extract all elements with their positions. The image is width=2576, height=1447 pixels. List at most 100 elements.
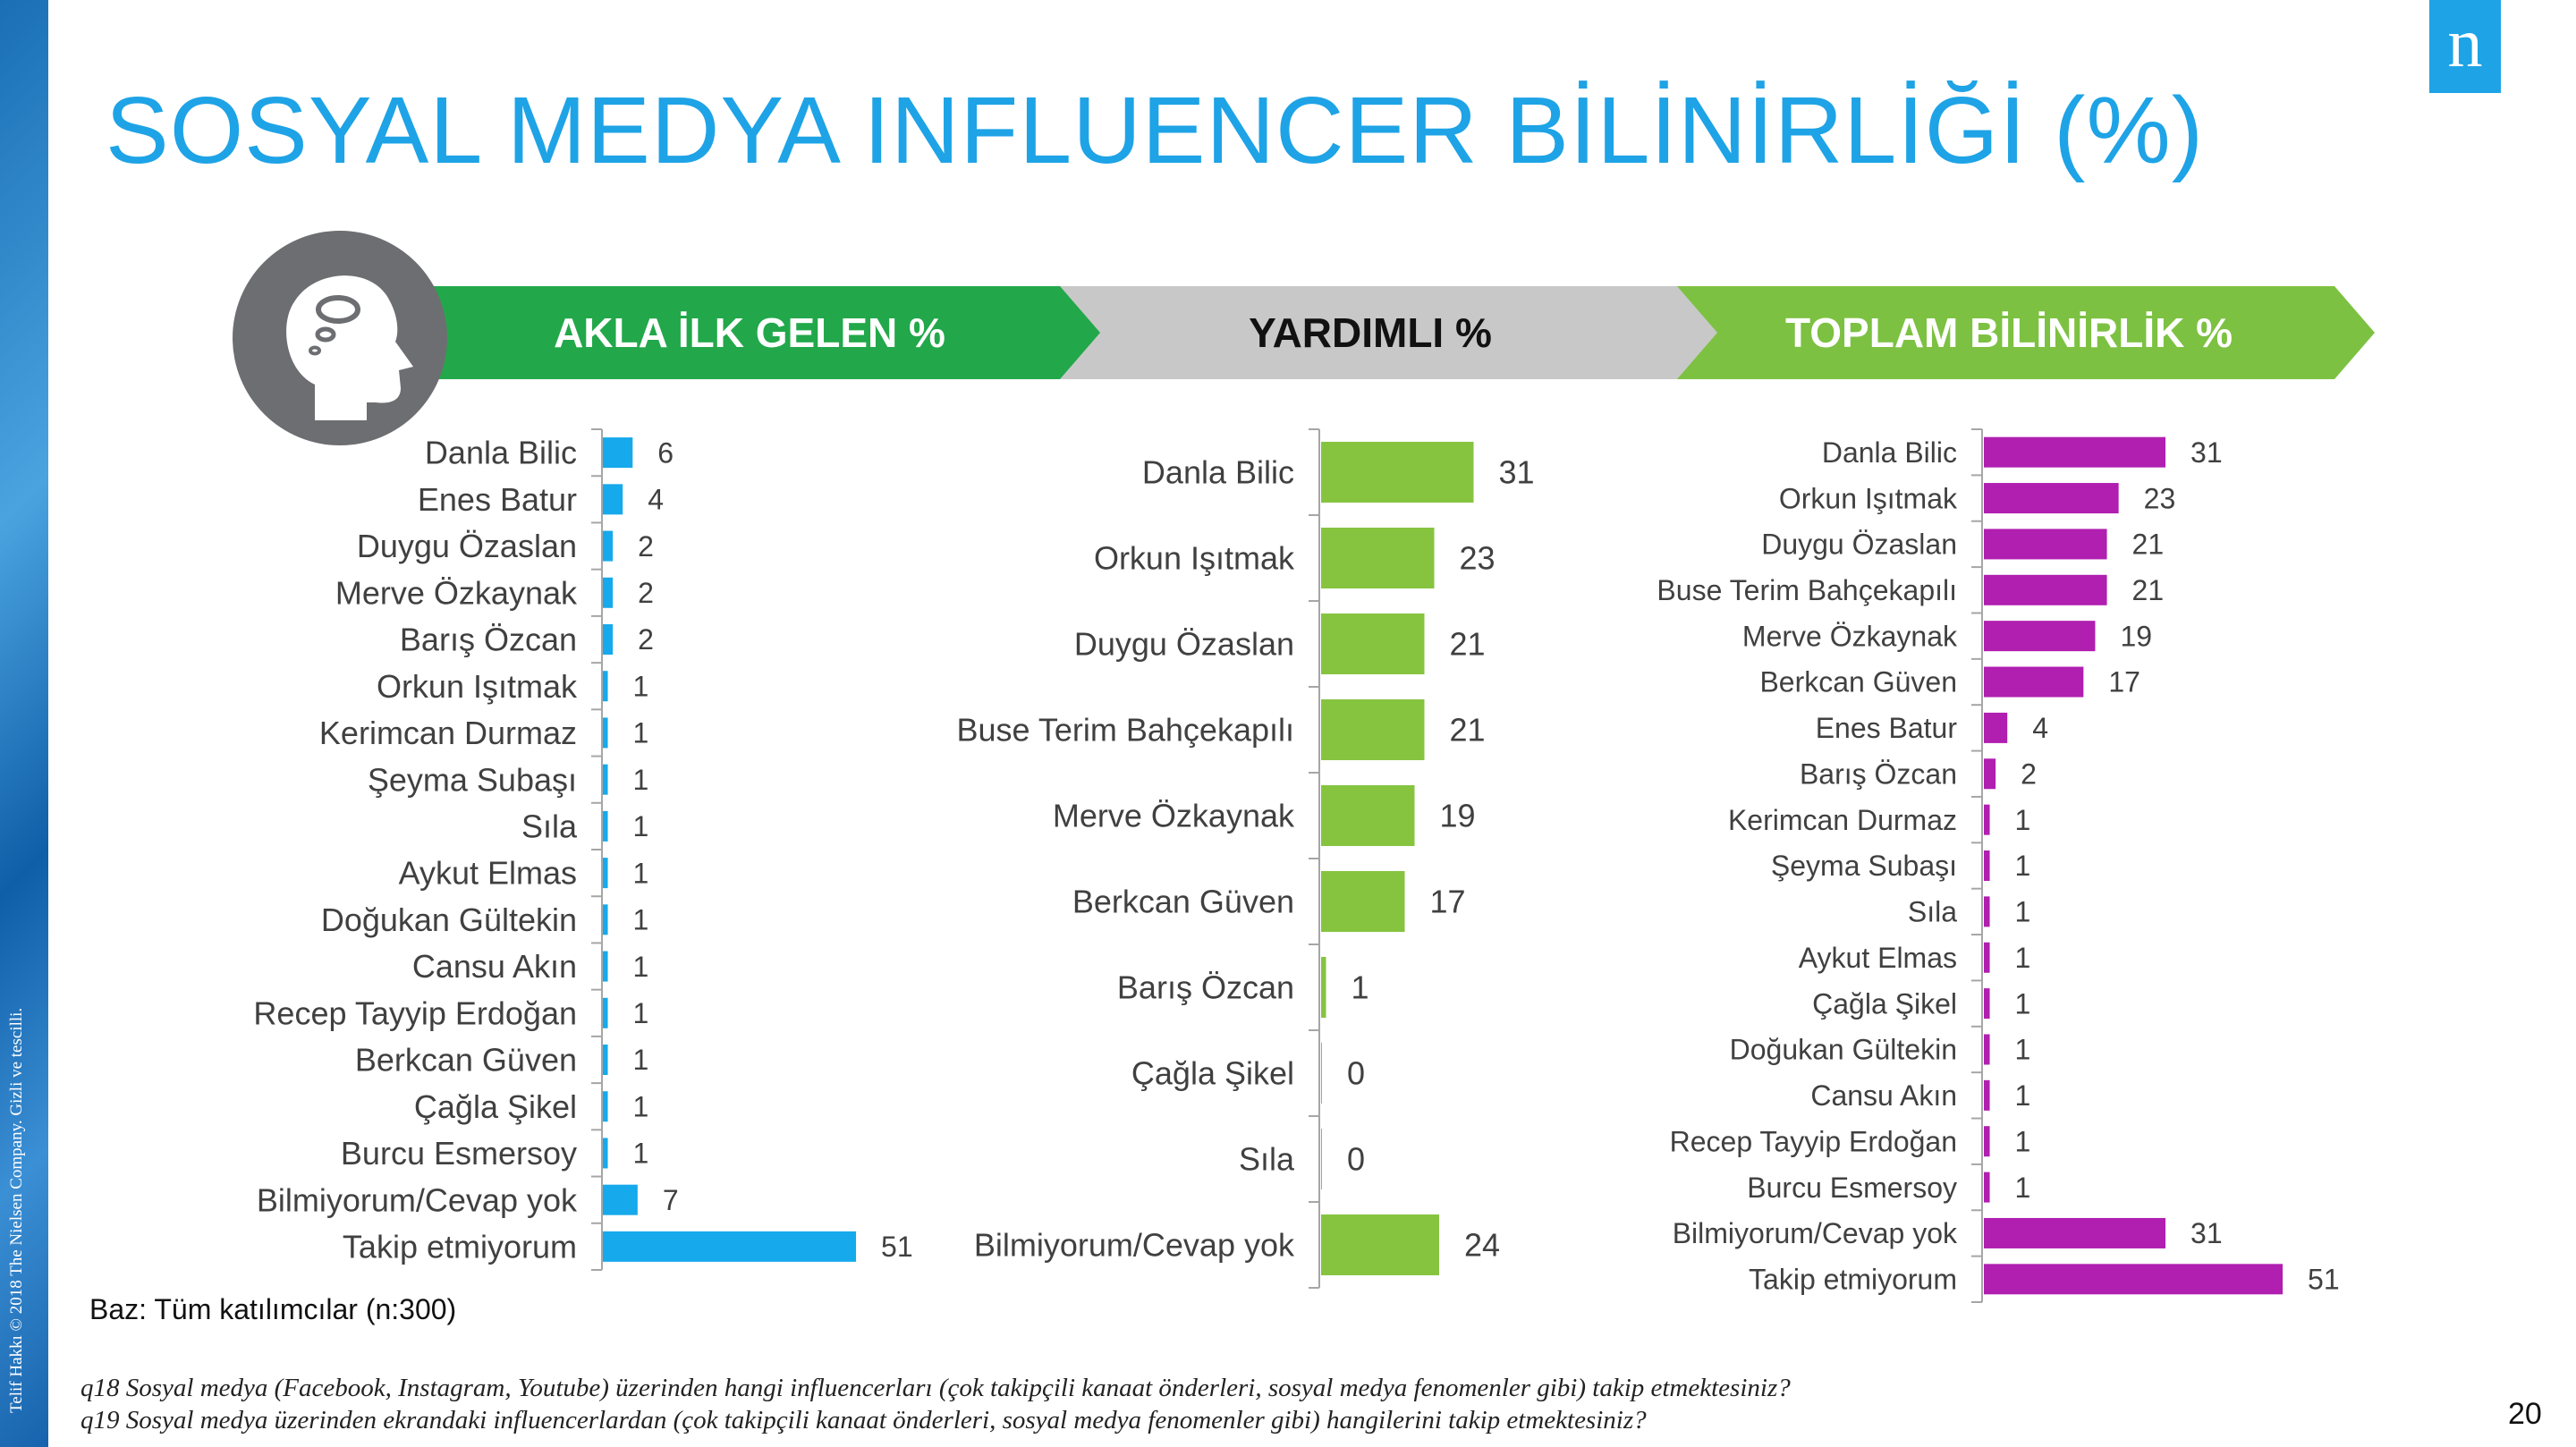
category-label: Buse Terim Bahçekapılı [956, 712, 1294, 749]
bar [603, 904, 608, 935]
data-label: 21 [1450, 626, 1486, 663]
data-label: 23 [1460, 540, 1496, 577]
category-label: Danla Bilic [425, 435, 577, 471]
bar [1984, 666, 2084, 698]
bar [1984, 1172, 1990, 1203]
category-label: Sıla [521, 808, 578, 844]
data-label: 21 [1450, 712, 1486, 749]
category-label: Enes Batur [418, 481, 577, 518]
category-label: Cansu Akın [1810, 1079, 1957, 1112]
category-label: Cansu Akın [412, 948, 577, 985]
data-label: 1 [633, 1090, 649, 1122]
bar [1321, 613, 1425, 674]
category-label: Takip etmiyorum [343, 1228, 577, 1265]
category-label: Burcu Esmersoy [1747, 1172, 1957, 1204]
data-label: 19 [2120, 620, 2152, 652]
data-label: 19 [1440, 798, 1476, 834]
bar [603, 717, 608, 749]
nielsen-logo: n [2429, 0, 2501, 93]
category-label: Merve Özkaynak [335, 574, 578, 611]
data-label: 24 [1464, 1227, 1500, 1264]
bar [603, 764, 608, 795]
bar [603, 1138, 608, 1169]
side-decor-strip: Telif Hakkı © 2018 The Nielsen Company. … [0, 0, 48, 1447]
chart-1: Danla Bilic 6 Enes Batur 4 Duygu Özaslan 2 Mer… [253, 428, 913, 1271]
category-label: Doğukan Gültekin [321, 901, 577, 938]
data-label: 21 [2132, 574, 2165, 606]
data-label: 2 [2021, 757, 2037, 790]
data-label: 1 [633, 904, 649, 936]
bar [1984, 529, 2107, 560]
category-label: Takip etmiyorum [1749, 1264, 1957, 1296]
category-label: Orkun Işıtmak [1779, 482, 1958, 514]
data-label: 17 [1430, 884, 1466, 920]
category-label: Burcu Esmersoy [341, 1135, 577, 1172]
data-label: 1 [633, 857, 649, 889]
bar [603, 1184, 638, 1215]
bar [1321, 528, 1435, 588]
data-label: 2 [638, 577, 654, 609]
category-label: Kerimcan Durmaz [319, 715, 577, 751]
data-label: 4 [2032, 712, 2048, 744]
category-label: Recep Tayyip Erdoğan [253, 994, 577, 1031]
base-note: Baz: Tüm katılımcılar (n:300) [89, 1293, 457, 1325]
bar [1984, 804, 1990, 835]
category-label: Aykut Elmas [399, 855, 577, 892]
bar [603, 1045, 608, 1075]
bar [1984, 850, 1990, 881]
data-label: 51 [881, 1231, 913, 1263]
category-label: Orkun Işıtmak [377, 668, 578, 705]
category-label: Barış Özcan [400, 622, 577, 658]
bar [1321, 957, 1326, 1018]
chart-2: Danla Bilic 31 Orkun Işıtmak 23 Duygu Özasla… [956, 428, 1535, 1289]
bar [603, 577, 614, 608]
data-label: 1 [2015, 804, 2031, 836]
header-arrow-3 [1677, 286, 2375, 379]
category-label: Şeyma Subaşı [368, 761, 577, 798]
bar [603, 951, 608, 982]
header-arrow-1 [340, 286, 1109, 379]
data-label: 1 [633, 810, 649, 842]
category-label: Merve Özkaynak [1053, 798, 1295, 834]
category-label: Bilmiyorum/Cevap yok [1673, 1217, 1958, 1249]
category-label: Danla Bilic [1822, 436, 1957, 469]
footnote-q18: q18 Sosyal medya (Facebook, Instagram, Y… [80, 1374, 1791, 1402]
bar [1321, 442, 1474, 503]
data-label: 1 [2015, 896, 2031, 928]
bar [1984, 1034, 1990, 1065]
data-label: 1 [633, 764, 649, 796]
data-label: 51 [2308, 1264, 2340, 1296]
chart-3: Danla Bilic 31 Orkun Işıtmak 23 Duygu Özasla… [1657, 428, 2340, 1303]
data-label: 0 [1347, 1055, 1365, 1092]
bar [1984, 621, 2096, 652]
data-label: 1 [633, 717, 649, 749]
data-label: 1 [633, 951, 649, 983]
bar [1984, 1264, 2284, 1295]
bar [1984, 1126, 1990, 1157]
bar [1984, 1217, 2166, 1248]
data-label: 31 [2190, 436, 2223, 469]
bar [603, 530, 614, 562]
category-label: Sıla [1239, 1141, 1295, 1178]
category-label: Bilmiyorum/Cevap yok [974, 1227, 1295, 1264]
data-label: 4 [648, 484, 664, 516]
category-label: Şeyma Subaşı [1771, 850, 1957, 882]
data-label: 31 [2190, 1217, 2223, 1249]
bar [1321, 1129, 1322, 1189]
data-label: 1 [2015, 1172, 2031, 1204]
charts-group: Danla Bilic 6 Enes Batur 4 Duygu Özaslan 2 Mer… [253, 428, 2340, 1303]
category-label: Duygu Özaslan [1074, 626, 1294, 663]
data-label: 0 [1347, 1141, 1365, 1178]
category-label: Duygu Özaslan [1761, 529, 1957, 561]
category-label: Çağla Şikel [414, 1088, 577, 1125]
category-label: Merve Özkaynak [1742, 620, 1958, 652]
bar [1984, 942, 1990, 973]
data-label: 2 [638, 623, 654, 656]
bar [603, 484, 623, 515]
category-label: Çağla Şikel [1131, 1055, 1294, 1092]
data-label: 7 [663, 1184, 679, 1216]
category-label: Berkcan Güven [1759, 666, 1957, 698]
data-label: 6 [657, 436, 674, 469]
